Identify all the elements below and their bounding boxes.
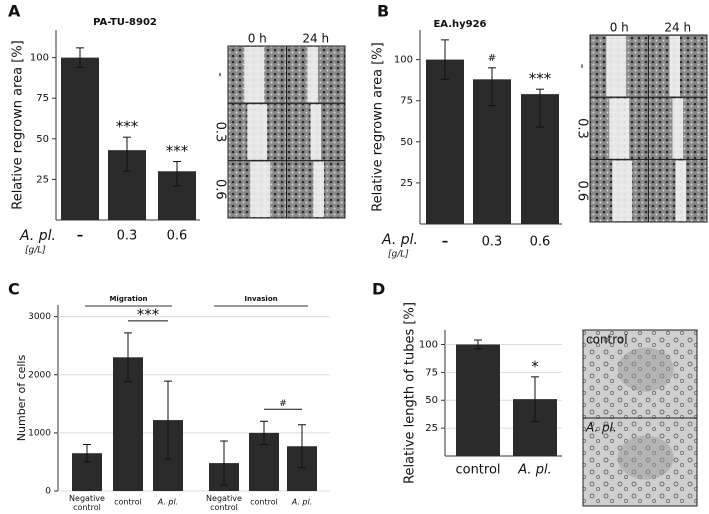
- x-tick-label: 0.3: [482, 235, 503, 250]
- x-tick-label: control: [114, 498, 142, 507]
- image-column-label: 24 h: [664, 21, 691, 35]
- image-row-label: control: [586, 333, 628, 347]
- wound-gap: [250, 161, 271, 217]
- image-column-label: 24 h: [302, 32, 329, 46]
- error-bar: [123, 136, 131, 172]
- x-tick-label: A. pl.: [517, 463, 551, 478]
- x-tick-label: control: [455, 463, 500, 478]
- chart-title: PA-TU-8902: [93, 17, 157, 28]
- bar: [61, 57, 99, 220]
- error-bar: [83, 444, 91, 463]
- chart-title: EA.hy926: [433, 19, 486, 30]
- x-tick-label: 0.6: [530, 235, 551, 250]
- image-row-label: 0.6: [575, 180, 590, 201]
- x-tick-label: A. pl.: [157, 498, 179, 507]
- x-axis-label: A. pl.: [381, 232, 418, 248]
- y-tick-label: 25: [36, 174, 49, 185]
- panel-letter: B: [377, 2, 389, 21]
- error-bar: [474, 339, 482, 350]
- significance: #: [488, 53, 496, 64]
- panel-letter: A: [8, 2, 21, 21]
- error-bar: [298, 424, 306, 469]
- y-tick-label: 50: [36, 134, 49, 145]
- error-bar: [173, 161, 181, 187]
- image-row-label: A. pl.: [585, 421, 617, 435]
- wound-gap: [612, 160, 633, 221]
- y-tick-label: 100: [30, 53, 49, 64]
- significance: ***: [529, 70, 552, 88]
- tube-center: [617, 435, 674, 480]
- y-tick-label: 75: [425, 367, 438, 378]
- y-axis-label: Relative length of tubes [%]: [403, 302, 418, 484]
- y-tick-label: 75: [400, 96, 413, 107]
- wound-gap: [247, 104, 268, 160]
- error-bar: [220, 440, 228, 486]
- error-bar: [76, 47, 84, 68]
- image-row-label: -: [213, 72, 228, 77]
- y-tick-label: 50: [425, 395, 438, 406]
- x-tick-label: Negative control: [206, 494, 242, 512]
- wound-gap: [307, 47, 319, 103]
- tube-center: [617, 347, 674, 392]
- significance: #: [279, 399, 287, 409]
- x-tick-label: Negative control: [69, 494, 105, 512]
- wound-gap: [606, 36, 627, 97]
- x-tick-label: –: [77, 229, 84, 244]
- image-row-label: -: [575, 64, 590, 69]
- image-column-label: 0 h: [248, 32, 267, 46]
- x-axis-unit: [g/L]: [388, 250, 409, 260]
- panel-letter: D: [372, 280, 385, 299]
- significance: ***: [166, 142, 189, 160]
- x-tick-label: –: [442, 235, 449, 250]
- y-tick-label: 25: [400, 178, 413, 189]
- significance: ***: [116, 118, 139, 136]
- error-bar: [164, 380, 172, 460]
- y-tick-label: 25: [425, 423, 438, 434]
- error-bar: [124, 332, 132, 383]
- wound-gap: [313, 161, 325, 217]
- y-tick-label: 2000: [28, 370, 51, 380]
- wound-gap: [244, 47, 265, 103]
- y-axis-label: Relative regrown area [%]: [371, 42, 386, 212]
- y-tick-label: 100: [394, 55, 413, 66]
- image-row-label: 0.3: [575, 118, 590, 139]
- x-tick-label: 0.6: [167, 229, 188, 244]
- wound-gap: [675, 160, 687, 221]
- y-tick-label: 1000: [28, 428, 51, 438]
- bar: [426, 59, 464, 225]
- y-tick-label: 50: [400, 137, 413, 148]
- bar: [456, 344, 500, 456]
- error-bar: [488, 67, 496, 107]
- y-tick-label: 100: [419, 339, 438, 350]
- x-tick-label: 0.3: [117, 229, 138, 244]
- y-axis-label: Number of cells: [15, 355, 28, 442]
- x-tick-label: A. pl.: [291, 498, 313, 507]
- y-tick-label: 3000: [28, 312, 51, 322]
- image-column-label: 0 h: [610, 21, 629, 35]
- group-label: Migration: [109, 295, 147, 303]
- error-bar: [531, 376, 539, 422]
- panel-letter: C: [8, 280, 20, 299]
- y-axis-label: Relative regrown area [%]: [11, 40, 26, 210]
- error-bar: [441, 39, 449, 80]
- image-row-label: 0.6: [213, 179, 228, 200]
- error-bar: [260, 420, 268, 445]
- wound-gap: [310, 104, 322, 160]
- error-bar: [536, 88, 544, 128]
- image-row-label: 0.3: [213, 122, 228, 143]
- y-tick-label: 0: [45, 487, 51, 497]
- y-tick-label: 75: [36, 93, 49, 104]
- x-tick-label: control: [250, 498, 278, 507]
- significance: ***: [137, 305, 160, 323]
- x-axis-unit: [g/L]: [25, 246, 46, 256]
- x-axis-label: A. pl.: [19, 228, 56, 244]
- wound-gap: [669, 36, 681, 97]
- wound-gap: [609, 98, 630, 159]
- wound-gap: [672, 98, 684, 159]
- significance: *: [531, 357, 539, 375]
- group-label: Invasion: [244, 295, 277, 303]
